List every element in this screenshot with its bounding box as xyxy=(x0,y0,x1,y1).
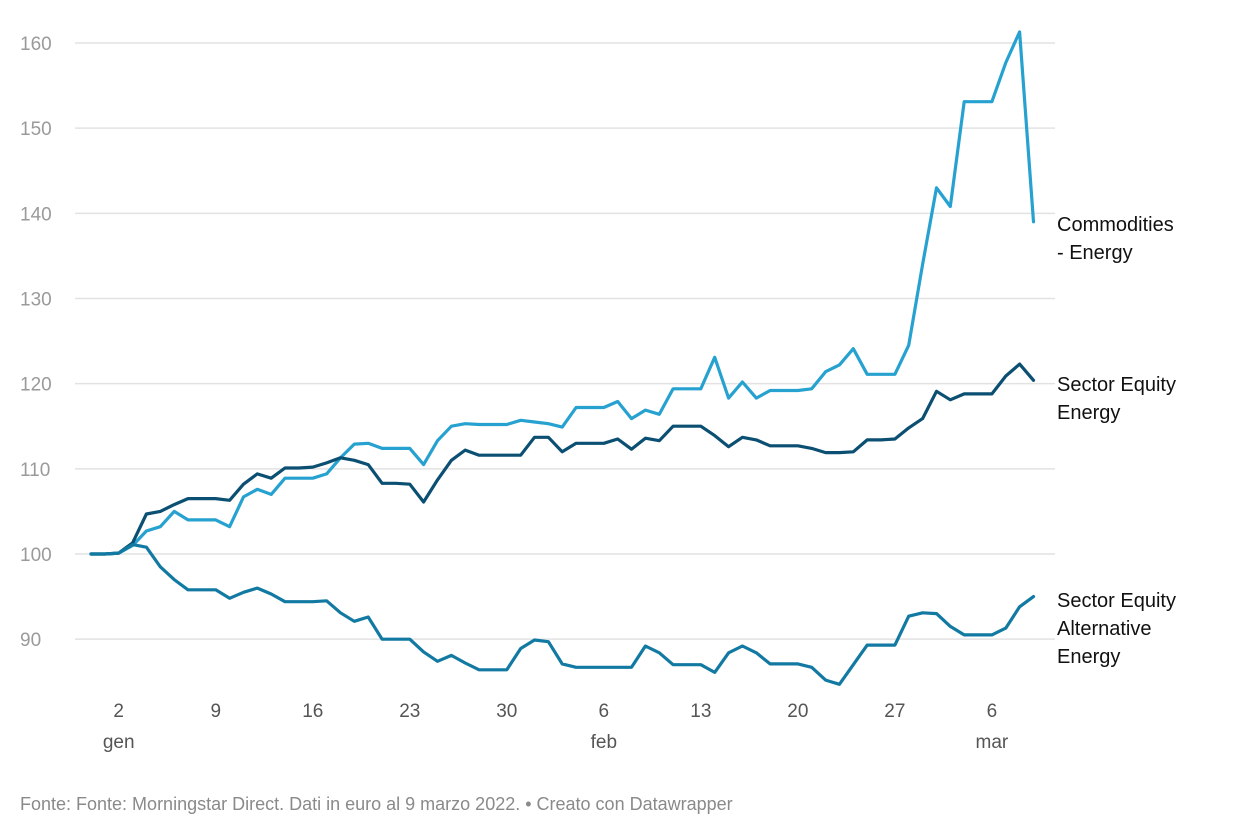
series-label-0: Commodities xyxy=(1057,214,1174,236)
x-tick-month-label: gen xyxy=(103,732,135,753)
y-tick-label: 130 xyxy=(20,289,52,310)
x-tick-label: 9 xyxy=(210,701,221,722)
source-footer: Fonte: Fonte: Morningstar Direct. Dati i… xyxy=(20,794,733,814)
x-tick-month-label: feb xyxy=(591,732,617,753)
x-tick-label: 6 xyxy=(599,701,610,722)
x-tick-label: 2 xyxy=(113,701,124,722)
x-tick-label: 23 xyxy=(399,701,420,722)
series-label-2: Alternative xyxy=(1057,618,1152,640)
x-tick-label: 13 xyxy=(690,701,711,722)
x-tick-label: 6 xyxy=(987,701,998,722)
y-tick-label: 90 xyxy=(20,630,41,651)
series-label-2: Energy xyxy=(1057,646,1120,668)
x-tick-label: 16 xyxy=(302,701,323,722)
series-label-0: - Energy xyxy=(1057,242,1133,264)
series-label-2: Sector Equity xyxy=(1057,590,1176,612)
y-tick-label: 120 xyxy=(20,375,52,396)
y-tick-label: 110 xyxy=(20,460,50,481)
series-line-1 xyxy=(89,362,1036,556)
y-tick-label: 160 xyxy=(20,34,52,55)
series-line-0 xyxy=(89,30,1036,556)
y-tick-label: 100 xyxy=(20,545,52,566)
y-tick-label: 140 xyxy=(20,204,52,225)
y-tick-label: 150 xyxy=(20,119,52,140)
x-tick-label: 27 xyxy=(884,701,905,722)
series-label-1: Sector Equity xyxy=(1057,374,1176,396)
x-tick-label: 20 xyxy=(787,701,808,722)
series-line-2 xyxy=(89,542,1036,686)
x-tick-label: 30 xyxy=(496,701,517,722)
series-label-1: Energy xyxy=(1057,402,1120,424)
x-tick-month-label: mar xyxy=(976,732,1009,753)
